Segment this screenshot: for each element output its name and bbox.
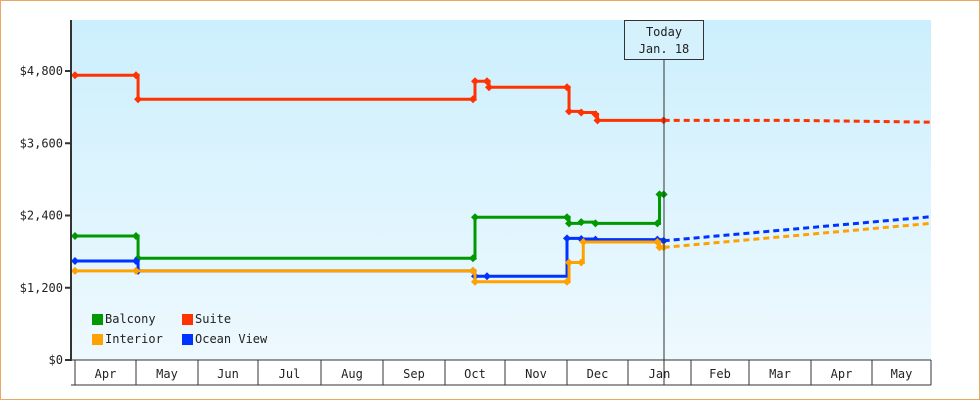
interior-data-point[interactable] [563,277,571,286]
legend-ocean-view[interactable]: Ocean View [182,332,292,346]
ocean-view-data-point[interactable] [71,256,79,265]
interior-data-point[interactable] [469,266,477,275]
y-tick-label: $1,200 [20,281,63,295]
x-tick-label: Jan [649,367,671,381]
x-tick-label: Oct [464,367,486,381]
ocean-view-data-point[interactable] [483,272,491,281]
suite-data-point[interactable] [565,107,574,116]
x-tick-label: Jun [217,367,239,381]
suite-data-point[interactable] [483,77,491,86]
x-tick-label: Dec [587,367,609,381]
y-tick-label: $2,400 [20,209,63,223]
balcony-data-point[interactable] [591,219,600,228]
balcony-data-point[interactable] [655,190,664,199]
x-tick-label: Aug [341,367,363,381]
interior-swatch-icon [92,333,103,345]
balcony-data-point[interactable] [71,231,79,240]
x-tick-label: Mar [769,367,791,381]
today-annotation: Today Jan. 18 [624,20,704,60]
x-tick-label: Apr [831,367,853,381]
suite-forecast-line [663,118,932,124]
interior-data-point[interactable] [565,258,574,267]
suite-data-point[interactable] [577,108,586,117]
x-tick-label: Feb [709,367,731,381]
interior-data-point[interactable] [71,266,79,275]
balcony-data-point[interactable] [565,219,574,228]
ocean-view-swatch-icon [182,333,193,345]
balcony-data-point[interactable] [469,254,477,263]
ocean-view-data-point[interactable] [132,256,140,265]
suite-data-point[interactable] [132,71,140,80]
x-tick-label: Sep [403,367,425,381]
interior-data-point[interactable] [655,243,664,252]
x-tick-label: Jul [279,367,301,381]
today-date: Jan. 18 [638,42,690,56]
suite-data-point[interactable] [71,71,79,80]
y-tick-label: $3,600 [20,136,63,150]
suite-data-point[interactable] [469,95,477,104]
balcony-data-point[interactable] [563,213,571,222]
interior-data-point[interactable] [577,258,586,267]
balcony-data-point[interactable] [132,231,140,240]
balcony-swatch-icon [92,313,103,325]
today-label: Today [645,25,683,39]
suite-data-point[interactable] [134,95,143,104]
x-tick-label: Apr [95,367,117,381]
plot-area [71,20,931,360]
balcony-data-point[interactable] [471,213,479,222]
suite-data-point[interactable] [471,77,479,86]
interior-data-point[interactable] [579,237,588,246]
suite-swatch-icon [182,313,193,325]
x-tick-label: May [156,367,178,381]
suite-data-point[interactable] [563,83,571,92]
x-tick-label: Nov [525,367,547,381]
y-tick-label: $4,800 [20,64,63,78]
interior-forecast-line [663,221,932,249]
suite-data-point[interactable] [593,116,602,125]
legend-balcony[interactable]: Balcony [92,312,182,326]
balcony-data-point[interactable] [653,219,662,228]
balcony-data-point[interactable] [577,218,586,227]
chart-legend: Balcony Suite Interior Ocean View [92,312,292,346]
y-tick-label: $0 [49,353,63,367]
ocean-view-forecast-line [663,215,932,243]
suite-data-point[interactable] [485,83,493,92]
ocean-view-data-point[interactable] [563,234,571,243]
legend-interior[interactable]: Interior [92,332,182,346]
interior-data-point[interactable] [471,277,479,286]
x-tick-label: May [891,367,913,381]
legend-suite[interactable]: Suite [182,312,292,326]
interior-data-point[interactable] [132,266,140,275]
suite-data-point[interactable] [591,110,600,119]
